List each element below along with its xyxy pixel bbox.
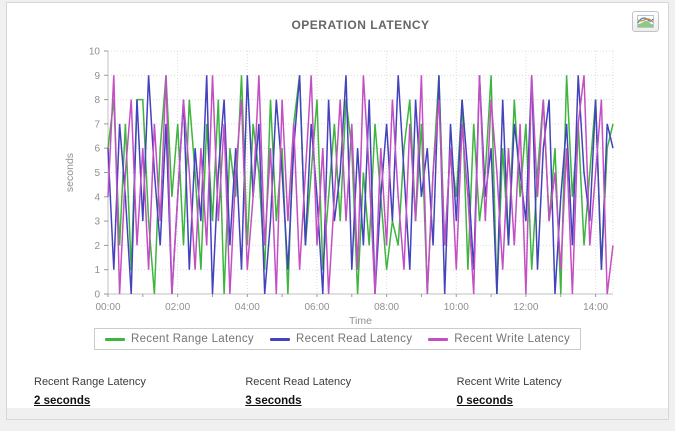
legend-box: Recent Range Latency Recent Read Latency… (93, 328, 582, 350)
x-tick-label: 02:00 (165, 302, 190, 313)
stat-label: Recent Range Latency (34, 376, 146, 388)
legend-label: Recent Write Latency (454, 333, 571, 345)
x-axis-title: Time (349, 315, 372, 327)
y-tick-label: 5 (94, 168, 100, 179)
y-tick-label: 10 (89, 47, 101, 58)
y-tick-label: 2 (94, 241, 100, 252)
legend-item-write: Recent Write Latency (428, 333, 570, 345)
legend-line-swatch-write (428, 337, 449, 341)
chart-type-button[interactable] (632, 11, 659, 32)
stat-value-link[interactable]: 3 seconds (245, 395, 302, 407)
legend-item-range: Recent Range Latency (104, 333, 254, 345)
line-chart-icon (637, 15, 654, 28)
stat-range-latency: Recent Range Latency 2 seconds (34, 376, 245, 409)
x-tick-label: 08:00 (374, 302, 399, 313)
legend-item-read: Recent Read Latency (269, 333, 413, 345)
legend-label: Recent Read Latency (295, 333, 413, 345)
x-tick-label: 12:00 (513, 302, 538, 313)
y-tick-label: 3 (94, 217, 100, 228)
latency-panel: OPERATION LATENCY 0 1 2 3 4 5 6 7 8 9 10 00:00 02:00… (6, 2, 669, 420)
chart-legend: Recent Range Latency Recent Read Latency… (7, 328, 668, 350)
stat-read-latency: Recent Read Latency 3 seconds (245, 376, 456, 409)
panel-footer-strip (7, 408, 668, 419)
y-tick-label: 0 (94, 290, 100, 301)
y-tick-label: 9 (94, 71, 100, 82)
x-tick-label: 04:00 (235, 302, 260, 313)
legend-line-swatch-read (269, 337, 290, 341)
series-line-recent-write-latency (107, 75, 614, 295)
latency-chart: 0 1 2 3 4 5 6 7 8 9 10 00:00 02:00 04:00 06:00 08:00 10:… (64, 47, 614, 327)
stat-value-link[interactable]: 0 seconds (456, 395, 513, 407)
chart-title: OPERATION LATENCY (291, 18, 430, 32)
y-tick-label: 4 (94, 192, 100, 203)
x-tick-label: 14:00 (583, 302, 608, 313)
y-tick-label: 1 (94, 265, 100, 276)
stat-label: Recent Write Latency (456, 376, 562, 388)
x-tick-label: 00:00 (95, 302, 120, 313)
stats-row: Recent Range Latency 2 seconds Recent Re… (34, 376, 668, 409)
stat-label: Recent Read Latency (245, 376, 352, 388)
legend-line-swatch-range (104, 337, 125, 341)
y-tick-label: 8 (94, 95, 100, 106)
legend-label: Recent Range Latency (130, 333, 254, 345)
stat-write-latency: Recent Write Latency 0 seconds (457, 376, 668, 409)
x-tick-label: 06:00 (304, 302, 329, 313)
x-tick-label: 10:00 (444, 302, 469, 313)
y-axis-title: seconds (64, 153, 76, 192)
y-tick-label: 6 (94, 144, 100, 155)
stat-value-link[interactable]: 2 seconds (34, 395, 91, 407)
y-tick-label: 7 (94, 119, 100, 130)
